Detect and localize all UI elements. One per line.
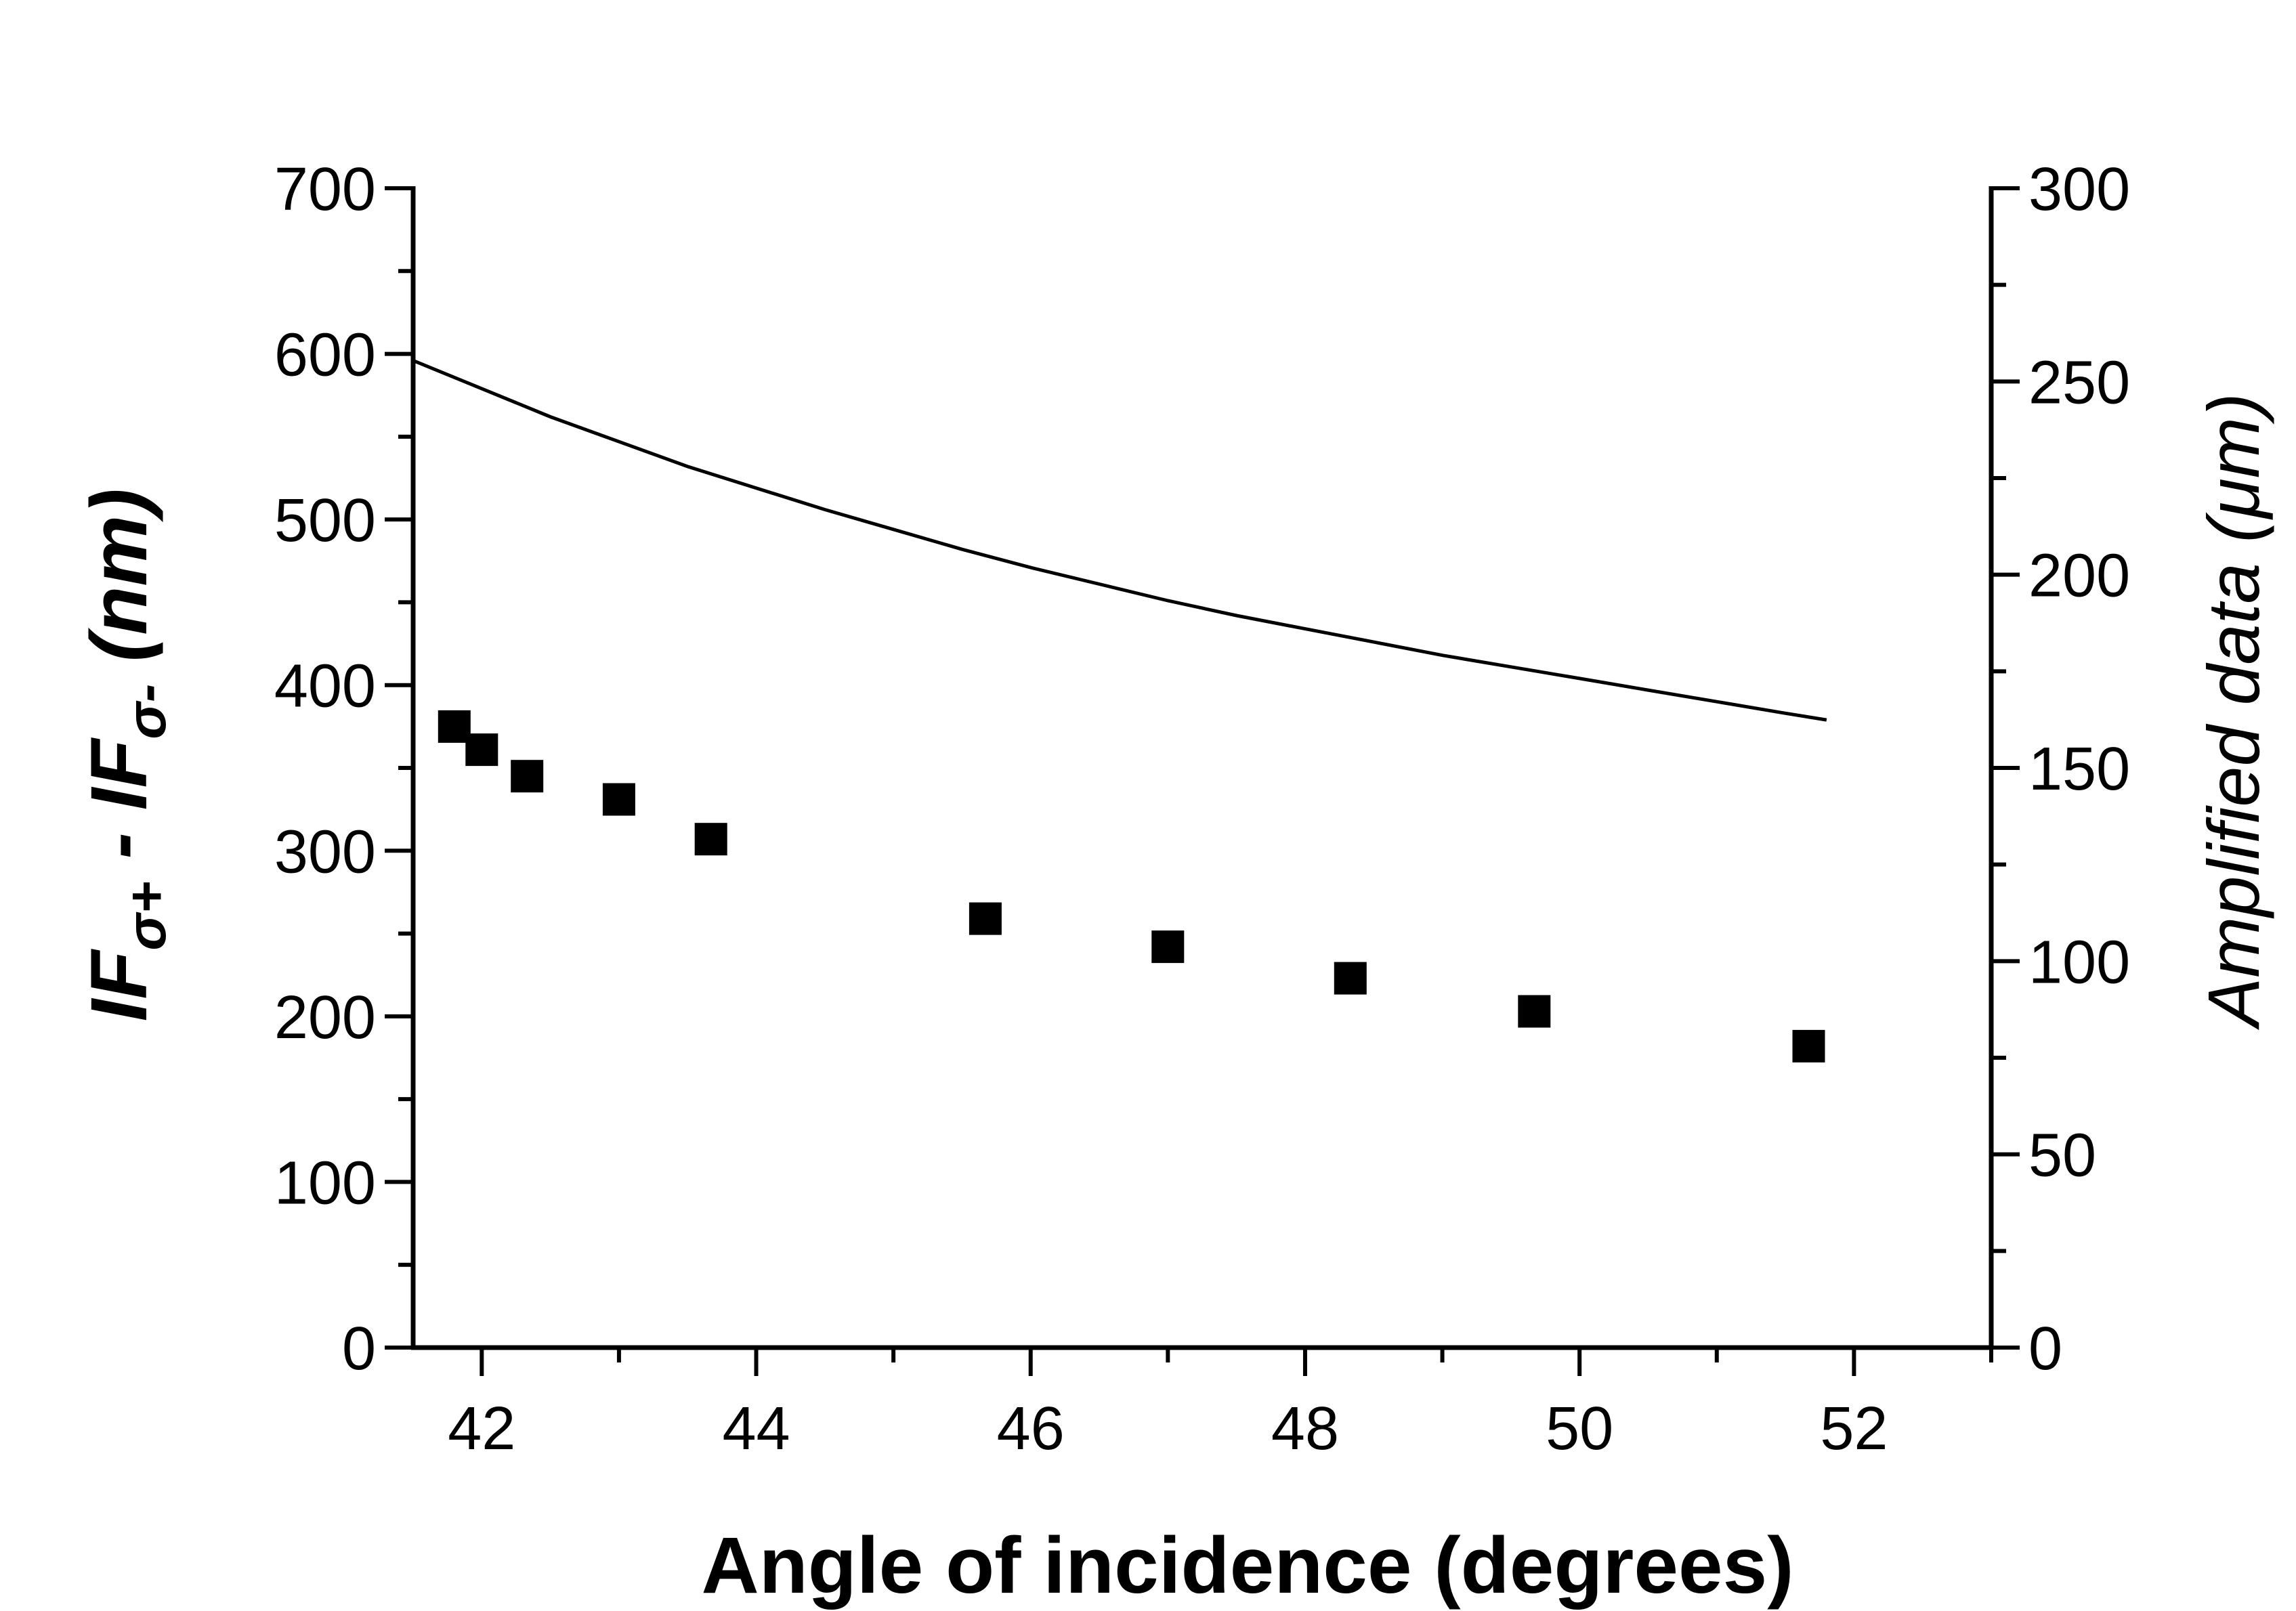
x-tick-label: 44 — [722, 1395, 790, 1463]
x-tick-label: 48 — [1271, 1395, 1339, 1463]
left-tick-label: 0 — [342, 1315, 376, 1383]
left-tick-label: 100 — [274, 1149, 376, 1217]
series-line-theory — [412, 359, 1827, 722]
x-tick-label: 42 — [448, 1395, 515, 1463]
data-point — [602, 783, 635, 816]
x-axis-ticks: 42 44 46 48 50 52 — [448, 1348, 1993, 1463]
right-tick-label: 50 — [2028, 1122, 2096, 1190]
left-tick-label: 600 — [274, 322, 376, 389]
data-point — [1518, 995, 1551, 1028]
right-tick-label: 300 — [2028, 156, 2130, 223]
data-point — [969, 902, 1002, 935]
right-axis-label: Amplified data (μm) — [2192, 393, 2274, 1030]
data-point — [465, 733, 498, 767]
x-tick-label: 52 — [1820, 1395, 1888, 1463]
data-point — [511, 760, 544, 793]
data-point — [694, 823, 727, 856]
data-point — [1334, 962, 1367, 995]
series-points-measured — [438, 710, 1825, 1062]
left-axis-label: IFσ+ - IFσ- (nm) — [75, 488, 177, 1021]
data-point — [1792, 1029, 1825, 1062]
data-point — [438, 710, 471, 743]
left-tick-label: 700 — [274, 156, 376, 223]
right-tick-label: 250 — [2028, 349, 2130, 416]
x-tick-label: 46 — [997, 1395, 1065, 1463]
left-tick-label: 500 — [274, 487, 376, 555]
right-tick-label: 200 — [2028, 542, 2130, 610]
right-axis-ticks: 0 50 100 150 200 250 300 — [1991, 156, 2130, 1383]
left-tick-label: 400 — [274, 653, 376, 721]
right-tick-label: 0 — [2028, 1315, 2062, 1383]
left-tick-label: 200 — [274, 984, 376, 1052]
left-axis-ticks: 0 100 200 300 400 500 600 700 — [274, 156, 413, 1383]
right-tick-label: 150 — [2028, 735, 2130, 803]
x-axis-label: Angle of incidence (degrees) — [702, 1521, 1794, 1610]
left-tick-label: 300 — [274, 818, 376, 886]
right-tick-label: 100 — [2028, 928, 2130, 996]
x-tick-label: 50 — [1546, 1395, 1613, 1463]
data-point — [1151, 930, 1185, 964]
